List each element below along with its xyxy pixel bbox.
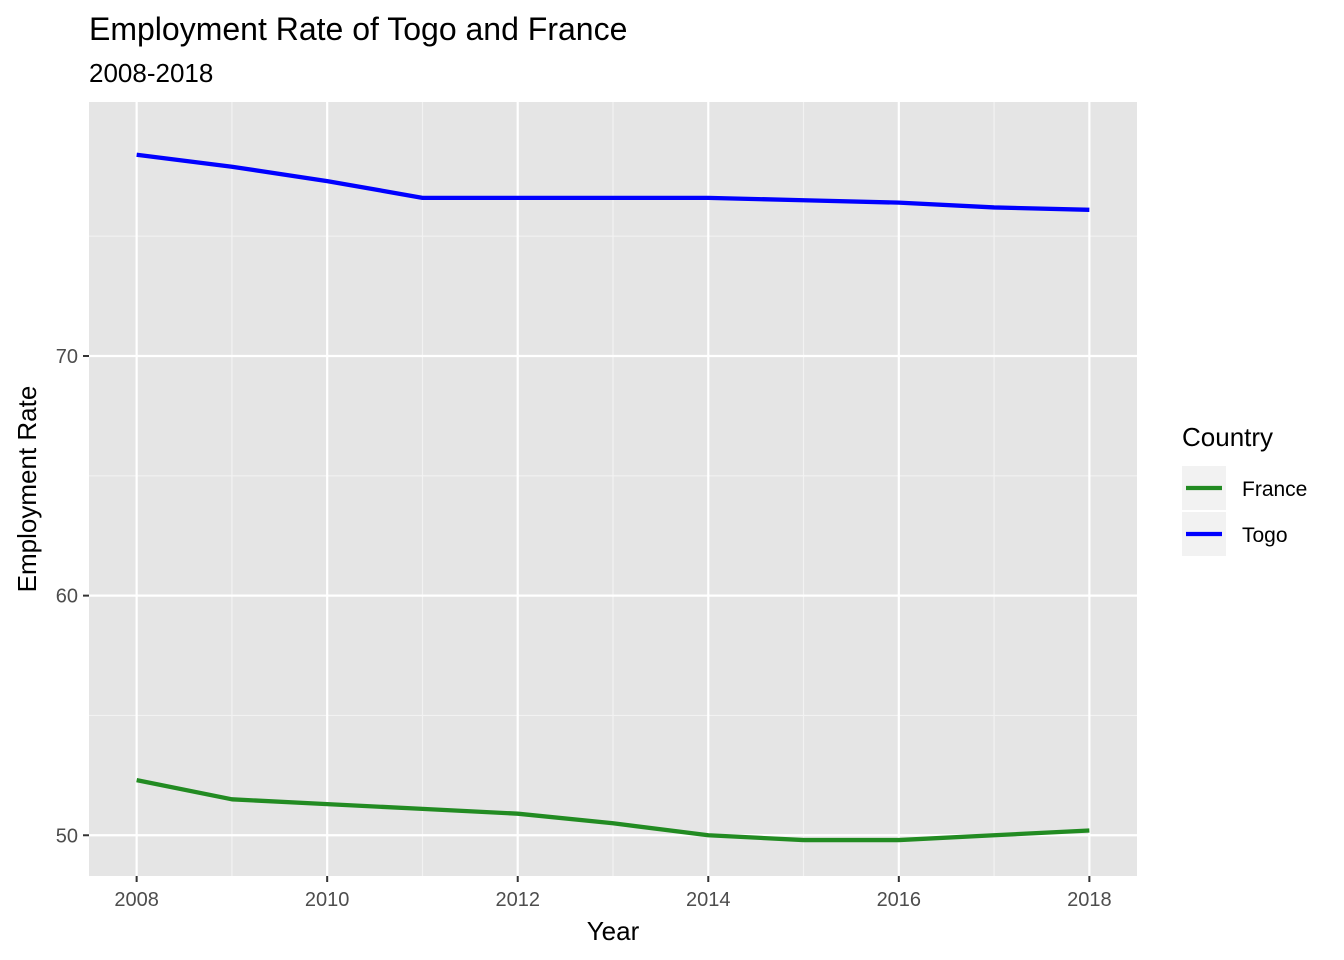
legend-label-france: France — [1242, 478, 1307, 501]
x-tick-label: 2016 — [877, 889, 922, 911]
x-tick-label: 2012 — [495, 889, 540, 911]
legend-title: Country — [1182, 422, 1273, 452]
y-axis-ticks: 50 60 70 — [56, 346, 89, 847]
x-tick-label: 2018 — [1067, 889, 1112, 911]
legend: Country France Togo — [1182, 422, 1307, 556]
x-tick-label: 2008 — [114, 889, 159, 911]
legend-label-togo: Togo — [1242, 524, 1288, 547]
series-lines — [136, 152, 1090, 843]
legend-items: France Togo — [1182, 466, 1307, 556]
x-tick-label: 2010 — [305, 889, 350, 911]
y-tick-label: 70 — [56, 346, 78, 368]
y-axis-title: Employment Rate — [12, 386, 42, 593]
series-line-togo — [136, 152, 1090, 212]
x-tick-label: 2014 — [686, 889, 731, 911]
x-axis-ticks: 2008 2010 2012 2014 2016 2018 — [114, 876, 1112, 911]
y-tick-label: 50 — [56, 825, 78, 847]
chart-subtitle: 2008-2018 — [89, 58, 213, 88]
major-gridlines — [89, 102, 1137, 876]
series-line-france — [136, 778, 1090, 843]
minor-gridlines — [89, 102, 1137, 876]
x-axis-title: Year — [587, 916, 640, 946]
y-tick-label: 60 — [56, 586, 78, 608]
chart-title: Employment Rate of Togo and France — [89, 11, 627, 47]
